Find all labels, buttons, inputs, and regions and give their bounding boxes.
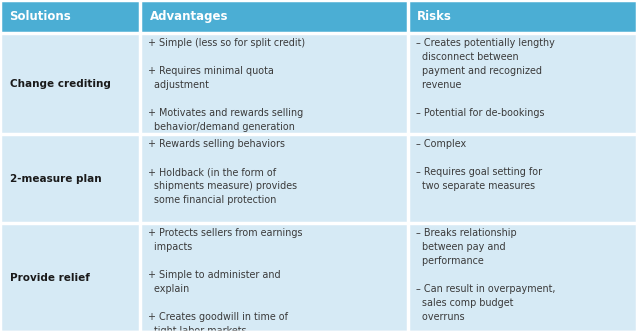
Bar xyxy=(0,223,637,332)
Text: Advantages: Advantages xyxy=(150,10,228,23)
Text: + Simple (less so for split credit)

+ Requires minimal quota
  adjustment

+ Mo: + Simple (less so for split credit) + Re… xyxy=(148,38,306,132)
Text: Solutions: Solutions xyxy=(10,10,71,23)
Text: 2-measure plan: 2-measure plan xyxy=(10,174,101,184)
Bar xyxy=(0,134,637,223)
Text: Change crediting: Change crediting xyxy=(10,79,110,89)
Bar xyxy=(0,33,637,134)
Text: + Rewards selling behaviors

+ Holdback (in the form of
  shipments measure) pro: + Rewards selling behaviors + Holdback (… xyxy=(148,139,297,205)
Text: + Protects sellers from earnings
  impacts

+ Simple to administer and
  explain: + Protects sellers from earnings impacts… xyxy=(148,228,303,332)
Text: Provide relief: Provide relief xyxy=(10,273,89,283)
Text: – Creates potentially lengthy
  disconnect between
  payment and recognized
  re: – Creates potentially lengthy disconnect… xyxy=(416,38,555,118)
Text: – Complex

– Requires goal setting for
  two separate measures: – Complex – Requires goal setting for tw… xyxy=(416,139,542,191)
Bar xyxy=(0,0,637,33)
Text: Risks: Risks xyxy=(417,10,452,23)
Text: – Breaks relationship
  between pay and
  performance

– Can result in overpayme: – Breaks relationship between pay and pe… xyxy=(416,228,555,322)
